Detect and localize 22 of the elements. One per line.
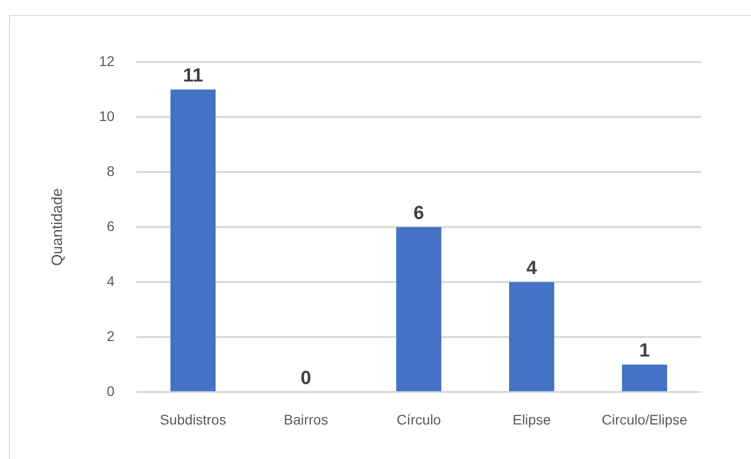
x-tick-label: Bairros [284, 411, 328, 428]
y-tick-label: 0 [106, 383, 115, 400]
data-label: 6 [413, 202, 424, 224]
y-tick-label: 4 [106, 272, 115, 289]
bar [396, 227, 442, 392]
data-label: 4 [526, 258, 538, 279]
y-tick-label: 10 [98, 108, 115, 124]
y-axis-title: Quantidade [49, 188, 66, 266]
y-tick-label: 8 [106, 162, 115, 179]
x-tick-label: Subdistros [160, 411, 226, 428]
y-tick-label: 12 [98, 52, 115, 69]
data-label: 0 [300, 368, 312, 389]
x-tick-label: Círculo [396, 411, 442, 428]
bar [622, 364, 668, 392]
y-tick-label: 6 [106, 218, 115, 234]
y-tick-label: 2 [106, 328, 115, 344]
x-tick-label: Elipse [512, 411, 551, 428]
data-label: 11 [182, 65, 204, 86]
x-tick-label: Circulo/Elipse [602, 411, 688, 428]
bar [509, 282, 554, 392]
data-label: 1 [639, 340, 650, 362]
bar [170, 90, 216, 392]
